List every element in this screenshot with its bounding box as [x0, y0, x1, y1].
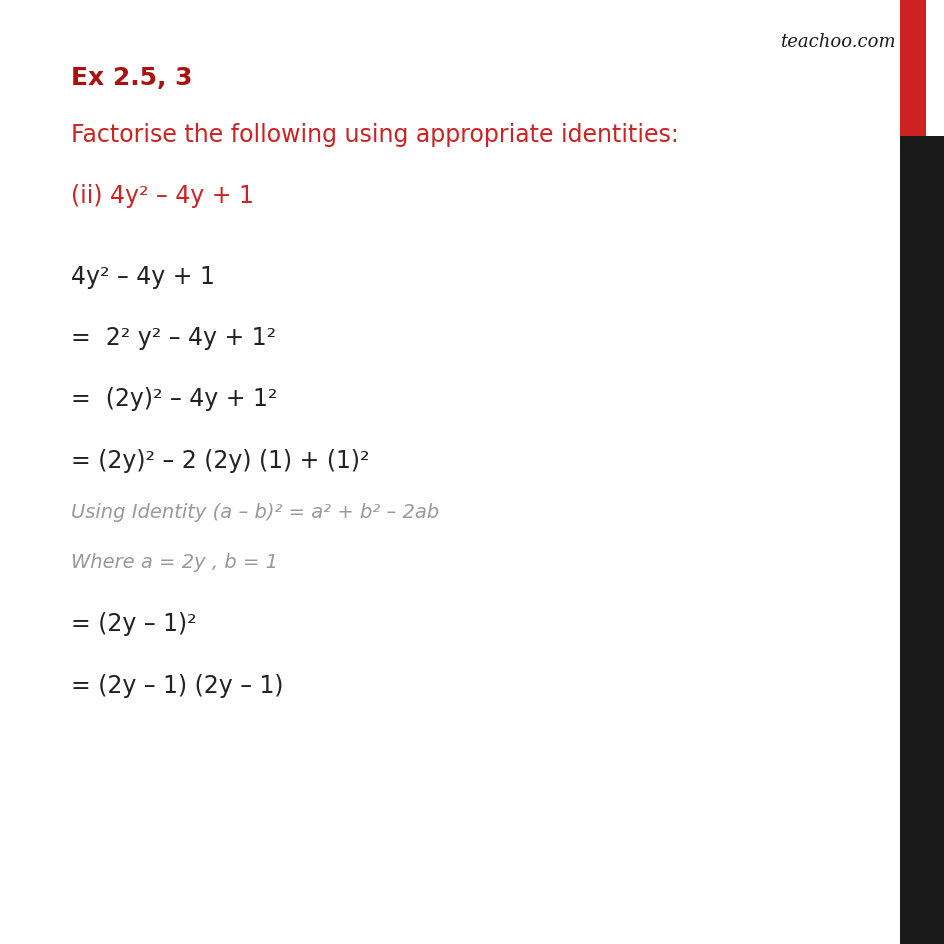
Text: (ii) 4y² – 4y + 1: (ii) 4y² – 4y + 1 — [71, 184, 254, 208]
Text: teachoo.com: teachoo.com — [780, 33, 895, 51]
Text: = (2y)² – 2 (2y) (1) + (1)²: = (2y)² – 2 (2y) (1) + (1)² — [71, 448, 369, 472]
Text: Factorise the following using appropriate identities:: Factorise the following using appropriat… — [71, 123, 678, 146]
Text: Where a = 2y , b = 1: Where a = 2y , b = 1 — [71, 552, 278, 571]
Text: Using Identity (a – b)² = a² + b² – 2ab: Using Identity (a – b)² = a² + b² – 2ab — [71, 502, 439, 521]
Text: Ex 2.5, 3: Ex 2.5, 3 — [71, 66, 193, 90]
Text: =  (2y)² – 4y + 1²: = (2y)² – 4y + 1² — [71, 387, 277, 411]
Text: 4y² – 4y + 1: 4y² – 4y + 1 — [71, 264, 214, 288]
Text: = (2y – 1) (2y – 1): = (2y – 1) (2y – 1) — [71, 673, 283, 697]
Bar — [899, 137, 944, 944]
Text: = (2y – 1)²: = (2y – 1)² — [71, 612, 196, 635]
Bar — [899, 0, 925, 137]
Text: =  2² y² – 4y + 1²: = 2² y² – 4y + 1² — [71, 326, 276, 349]
